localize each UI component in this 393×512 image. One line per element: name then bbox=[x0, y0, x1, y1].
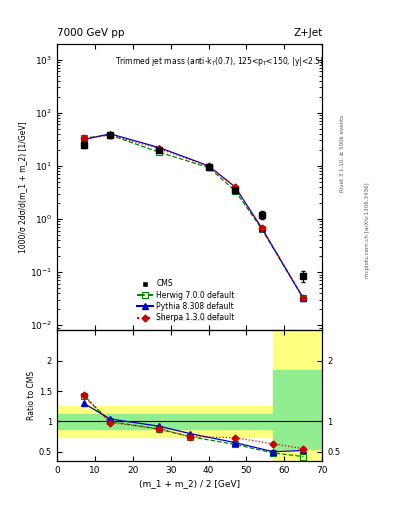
Text: 7000 GeV pp: 7000 GeV pp bbox=[57, 28, 125, 38]
Text: Rivet 3.1.10, ≥ 500k events: Rivet 3.1.10, ≥ 500k events bbox=[340, 115, 345, 192]
Text: CMS_2013_I1224539: CMS_2013_I1224539 bbox=[157, 316, 222, 322]
Y-axis label: 1000/σ 2dσ/d(m_1 + m_2) [1/GeV]: 1000/σ 2dσ/d(m_1 + m_2) [1/GeV] bbox=[18, 121, 27, 253]
Text: mcplots.cern.ch [arXiv:1306.3436]: mcplots.cern.ch [arXiv:1306.3436] bbox=[365, 183, 371, 278]
Text: Trimmed jet mass (anti-k$_T$(0.7), 125<p$_T$<150, |y|<2.5): Trimmed jet mass (anti-k$_T$(0.7), 125<p… bbox=[116, 55, 324, 68]
Legend: CMS, Herwig 7.0.0 default, Pythia 8.308 default, Sherpa 1.3.0 default: CMS, Herwig 7.0.0 default, Pythia 8.308 … bbox=[135, 278, 236, 324]
X-axis label: (m_1 + m_2) / 2 [GeV]: (m_1 + m_2) / 2 [GeV] bbox=[139, 479, 240, 488]
Y-axis label: Ratio to CMS: Ratio to CMS bbox=[27, 371, 36, 420]
Text: Z+Jet: Z+Jet bbox=[293, 28, 322, 38]
